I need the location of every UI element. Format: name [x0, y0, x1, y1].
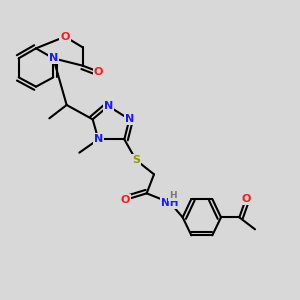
- Text: N: N: [104, 101, 113, 111]
- Text: O: O: [60, 32, 70, 42]
- Text: O: O: [94, 67, 103, 77]
- Text: H: H: [169, 191, 177, 200]
- Text: O: O: [120, 195, 130, 205]
- Text: S: S: [132, 155, 140, 165]
- Text: NH: NH: [161, 198, 179, 208]
- Text: N: N: [94, 134, 103, 144]
- Text: N: N: [49, 53, 58, 63]
- Text: N: N: [125, 114, 134, 124]
- Text: O: O: [241, 194, 251, 204]
